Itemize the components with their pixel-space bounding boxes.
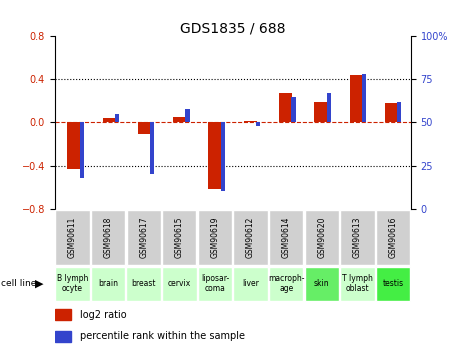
Bar xyxy=(55,267,90,301)
Text: GSM90618: GSM90618 xyxy=(104,217,113,258)
Text: T lymph
oblast: T lymph oblast xyxy=(342,274,373,294)
Bar xyxy=(376,210,410,265)
Text: GSM90616: GSM90616 xyxy=(389,216,398,258)
Bar xyxy=(55,210,89,265)
Text: B lymph
ocyte: B lymph ocyte xyxy=(57,274,88,294)
Bar xyxy=(221,122,225,191)
Bar xyxy=(80,122,84,178)
Text: brain: brain xyxy=(98,279,118,288)
Bar xyxy=(150,122,154,174)
Bar xyxy=(173,117,187,122)
Bar xyxy=(350,75,363,122)
Bar xyxy=(162,210,197,265)
Bar xyxy=(126,210,161,265)
Text: GSM90614: GSM90614 xyxy=(282,216,291,258)
Bar xyxy=(269,210,303,265)
Bar xyxy=(115,114,119,122)
Text: liver: liver xyxy=(242,279,259,288)
Text: skin: skin xyxy=(314,279,330,288)
Bar xyxy=(314,102,328,122)
Bar xyxy=(91,267,125,301)
Bar xyxy=(279,93,292,122)
Bar xyxy=(138,122,151,134)
Text: cell line: cell line xyxy=(1,279,37,288)
Bar xyxy=(198,267,232,301)
Text: GSM90612: GSM90612 xyxy=(246,217,255,258)
Text: GSM90611: GSM90611 xyxy=(68,217,77,258)
Bar xyxy=(67,122,81,169)
Bar xyxy=(304,267,339,301)
Bar xyxy=(55,309,71,321)
Title: GDS1835 / 688: GDS1835 / 688 xyxy=(180,21,285,35)
Bar xyxy=(55,331,71,342)
Text: GSM90620: GSM90620 xyxy=(317,216,326,258)
Text: GSM90617: GSM90617 xyxy=(139,216,148,258)
Text: percentile rank within the sample: percentile rank within the sample xyxy=(80,331,245,341)
Bar xyxy=(362,74,366,122)
Bar xyxy=(340,210,374,265)
Text: GSM90619: GSM90619 xyxy=(210,216,219,258)
Text: breast: breast xyxy=(132,279,156,288)
Bar xyxy=(162,267,197,301)
Text: testis: testis xyxy=(382,279,404,288)
Text: cervix: cervix xyxy=(168,279,191,288)
Text: ▶: ▶ xyxy=(35,279,44,289)
Bar xyxy=(397,102,401,122)
Bar xyxy=(103,118,116,122)
Bar xyxy=(256,122,260,126)
Bar xyxy=(198,210,232,265)
Bar xyxy=(305,210,339,265)
Bar xyxy=(244,121,257,122)
Text: GSM90613: GSM90613 xyxy=(353,216,362,258)
Text: log2 ratio: log2 ratio xyxy=(80,310,126,320)
Bar xyxy=(340,267,375,301)
Text: GSM90615: GSM90615 xyxy=(175,216,184,258)
Bar xyxy=(327,93,331,122)
Text: liposar-
coma: liposar- coma xyxy=(201,274,229,294)
Bar xyxy=(185,109,190,122)
Text: macroph-
age: macroph- age xyxy=(268,274,304,294)
Bar xyxy=(209,122,222,189)
Bar xyxy=(291,97,295,122)
Bar xyxy=(126,267,161,301)
Bar xyxy=(233,267,268,301)
Bar xyxy=(269,267,304,301)
Bar xyxy=(233,210,267,265)
Bar xyxy=(91,210,125,265)
Bar xyxy=(376,267,410,301)
Bar xyxy=(385,103,398,122)
